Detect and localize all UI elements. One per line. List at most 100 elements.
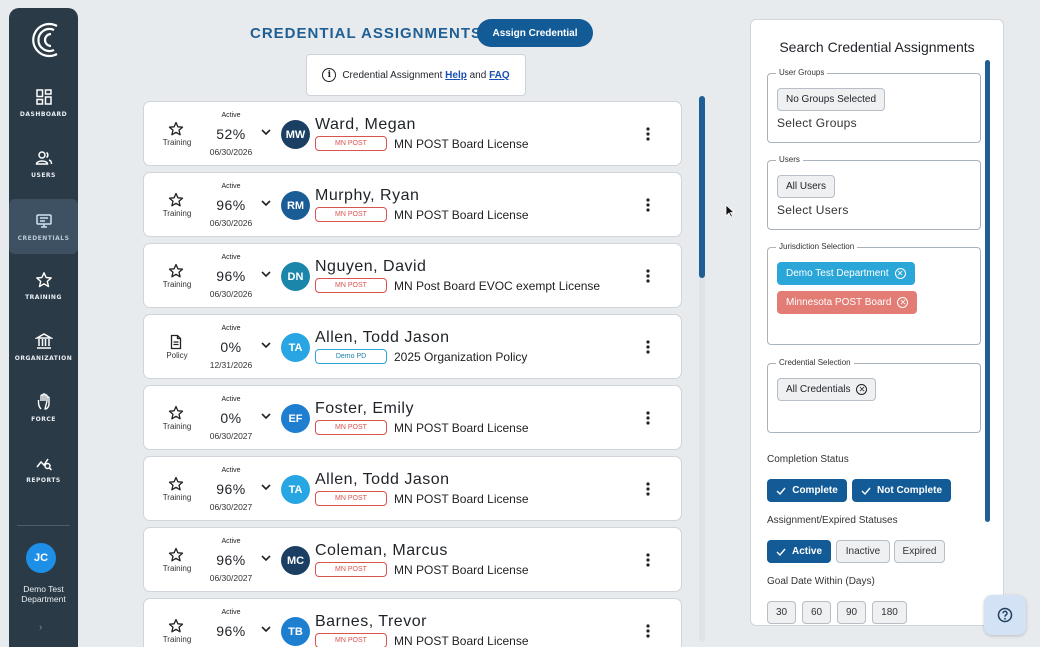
chevron-down-icon[interactable] <box>260 338 272 352</box>
remove-chip-icon[interactable]: ✕ <box>897 297 909 308</box>
assignment-status-label: Assignment/Expired Statuses <box>767 515 898 526</box>
list-scrollbar-track[interactable] <box>699 96 705 642</box>
user-name[interactable]: Barnes, Trevor <box>315 613 427 630</box>
chevron-down-icon[interactable] <box>260 196 272 210</box>
more-options-icon[interactable] <box>642 623 654 639</box>
users-field[interactable]: Users All Users Select Users <box>767 155 981 230</box>
sidebar-expand-icon[interactable]: › <box>39 622 43 633</box>
sidebar-item-reports[interactable]: REPORTS <box>9 441 78 496</box>
more-options-icon[interactable] <box>642 481 654 497</box>
chip-label: Minnesota POST Board <box>786 297 892 308</box>
due-date: 06/30/2027 <box>209 573 253 583</box>
inactive-toggle[interactable]: Inactive <box>836 540 890 563</box>
completion-percent: 0% <box>220 410 242 426</box>
sidebar-item-dashboard[interactable]: DASHBOARD <box>9 75 78 130</box>
building-icon <box>34 332 53 349</box>
credential-name: MN POST Board License <box>394 421 529 435</box>
chevron-down-icon[interactable] <box>260 622 272 636</box>
goal-30-button[interactable]: 30 <box>767 601 796 624</box>
assignment-card[interactable]: Training Active 96% 06/30/2026 RM Murphy, Rya… <box>143 172 682 237</box>
goal-90-button[interactable]: 90 <box>837 601 866 624</box>
all-credentials-chip[interactable]: All Credentials ✕ <box>777 378 877 401</box>
user-name[interactable]: Foster, Emily <box>315 400 414 417</box>
credential-name: MN POST Board License <box>394 137 529 151</box>
chevron-down-icon[interactable] <box>260 480 272 494</box>
app-logo-icon[interactable] <box>24 16 64 66</box>
jurisdiction-badge: MN POST <box>315 633 387 647</box>
assignment-card[interactable]: Training Active 96% 06/30/2026 DN Nguyen, Dav… <box>143 243 682 308</box>
user-groups-field[interactable]: User Groups No Groups Selected Select Gr… <box>767 68 981 143</box>
faq-link[interactable]: FAQ <box>489 69 510 81</box>
more-options-icon[interactable] <box>642 126 654 142</box>
list-scrollbar-thumb[interactable] <box>699 96 705 278</box>
sidebar-item-training[interactable]: TRAINING <box>9 258 78 313</box>
jurisdiction-chip-mn-post[interactable]: Minnesota POST Board ✕ <box>777 291 918 314</box>
more-options-icon[interactable] <box>642 410 654 426</box>
star-icon <box>168 476 184 491</box>
chevron-down-icon[interactable] <box>260 267 272 281</box>
chevron-down-icon[interactable] <box>260 409 272 423</box>
toggle-label: Active <box>791 546 822 557</box>
complete-toggle[interactable]: Complete <box>767 479 847 502</box>
help-link[interactable]: Help <box>445 69 467 81</box>
jurisdiction-field[interactable]: Jurisdiction Selection Demo Test Departm… <box>767 242 981 345</box>
credential-name: MN Post Board EVOC exempt License <box>394 279 601 293</box>
assignment-type: Training <box>162 138 192 147</box>
goal-180-button[interactable]: 180 <box>872 601 907 624</box>
star-icon <box>168 192 184 207</box>
credential-name: MN POST Board License <box>394 492 529 506</box>
no-groups-chip[interactable]: No Groups Selected <box>777 88 886 111</box>
more-options-icon[interactable] <box>642 197 654 213</box>
more-options-icon[interactable] <box>642 268 654 284</box>
assignment-card[interactable]: Training Active 96% 06/30/2027 MC Coleman, Ma… <box>143 527 682 592</box>
jurisdiction-chip-demo[interactable]: Demo Test Department ✕ <box>777 262 915 285</box>
assignment-card[interactable]: Training Active 52% 06/30/2026 MW Ward, Megan… <box>143 101 682 166</box>
avatar: TB <box>281 617 310 646</box>
user-name[interactable]: Ward, Megan <box>315 116 416 133</box>
sidebar-item-organization[interactable]: ORGANIZATION <box>9 319 78 374</box>
sidebar-item-force[interactable]: FORCE <box>9 380 78 435</box>
more-options-icon[interactable] <box>642 552 654 568</box>
avatar: MC <box>281 546 310 575</box>
user-name[interactable]: Allen, Todd Jason <box>315 471 450 488</box>
select-groups-placeholder[interactable]: Select Groups <box>777 116 857 130</box>
info-text: Credential Assignment Help and FAQ <box>342 70 509 81</box>
remove-chip-icon[interactable]: ✕ <box>894 268 906 279</box>
select-users-placeholder[interactable]: Select Users <box>777 203 849 217</box>
info-prefix: Credential Assignment <box>342 69 443 81</box>
assign-credential-button[interactable]: Assign Credential <box>477 19 593 47</box>
assignment-card[interactable]: Training Active 96% TB Barnes, Trevor MN POST… <box>143 598 682 647</box>
due-date: 06/30/2027 <box>209 502 253 512</box>
credential-name: MN POST Board License <box>394 208 529 222</box>
avatar: MW <box>281 120 310 149</box>
user-name[interactable]: Coleman, Marcus <box>315 542 448 559</box>
star-icon <box>168 121 184 136</box>
active-toggle[interactable]: Active <box>767 540 831 563</box>
help-button[interactable] <box>984 595 1026 635</box>
user-avatar[interactable]: JC <box>26 543 56 573</box>
user-name[interactable]: Murphy, Ryan <box>315 187 420 204</box>
more-options-icon[interactable] <box>642 339 654 355</box>
all-users-chip[interactable]: All Users <box>777 175 836 198</box>
remove-chip-icon[interactable]: ✕ <box>856 384 868 395</box>
completion-percent: 52% <box>216 126 246 142</box>
completion-percent: 0% <box>220 339 242 355</box>
panel-scrollbar-thumb[interactable] <box>985 60 990 522</box>
chevron-down-icon[interactable] <box>260 551 272 565</box>
credential-selection-field[interactable]: Credential Selection All Credentials ✕ <box>767 358 981 433</box>
expired-toggle[interactable]: Expired <box>894 540 945 563</box>
assignment-type: Policy <box>166 351 188 360</box>
assignment-card[interactable]: Policy Active 0% 12/31/2026 TA Allen, Todd Ja… <box>143 314 682 379</box>
user-name[interactable]: Allen, Todd Jason <box>315 329 450 346</box>
assignment-card[interactable]: Training Active 96% 06/30/2027 TA Allen, Todd… <box>143 456 682 521</box>
assignment-card[interactable]: Training Active 0% 06/30/2027 EF Foster, Emil… <box>143 385 682 450</box>
star-icon <box>168 263 184 278</box>
not-complete-toggle[interactable]: Not Complete <box>852 479 951 502</box>
chip-label: Demo Test Department <box>786 268 889 279</box>
goal-60-button[interactable]: 60 <box>802 601 831 624</box>
sidebar-item-credentials[interactable]: CREDENTIALS <box>9 199 78 254</box>
info-and: and <box>469 69 487 81</box>
user-name[interactable]: Nguyen, David <box>315 258 427 275</box>
chevron-down-icon[interactable] <box>260 125 272 139</box>
sidebar-item-users[interactable]: USERS <box>9 136 78 191</box>
